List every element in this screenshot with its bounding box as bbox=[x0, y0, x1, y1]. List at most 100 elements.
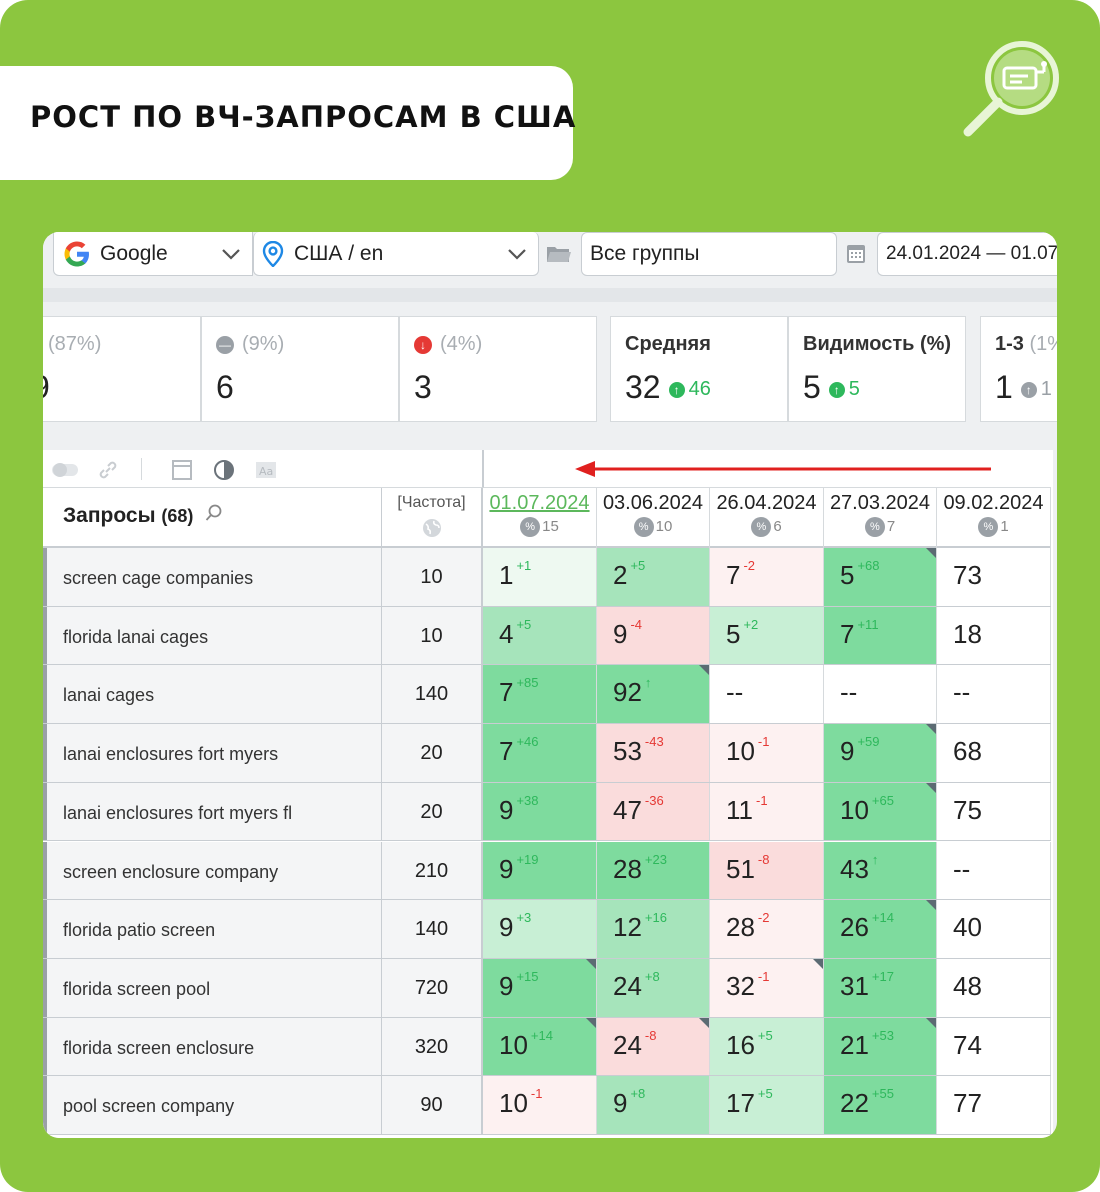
position-cell[interactable]: -- bbox=[937, 665, 1051, 724]
table-row[interactable]: florida lanai cages 10 4 +5 9 -4 5 +2 7 +11 18 bbox=[43, 606, 1051, 666]
position-cell[interactable]: 51 -8 bbox=[710, 841, 824, 900]
stat-up[interactable]: (87%) 9 bbox=[43, 316, 201, 422]
date-column-header[interactable]: 27.03.2024 % 7 bbox=[824, 488, 937, 548]
position-cell[interactable]: 75 bbox=[937, 782, 1051, 841]
query-cell[interactable]: pool screen company bbox=[43, 1076, 381, 1134]
position-cell[interactable]: 7 +46 bbox=[483, 724, 597, 782]
position-cell[interactable]: 9 +8 bbox=[597, 1076, 710, 1134]
date-column-header[interactable]: 09.02.2024 % 1 bbox=[937, 488, 1051, 548]
position-cell[interactable]: 9 +59 bbox=[824, 724, 937, 782]
position-cell[interactable]: 10 -1 bbox=[483, 1076, 597, 1134]
position-cell[interactable]: 2 +5 bbox=[597, 548, 710, 606]
position-cell[interactable]: 5 +2 bbox=[710, 606, 824, 665]
position-cell[interactable]: -- bbox=[824, 665, 937, 724]
position-cell[interactable]: 22 +55 bbox=[824, 1076, 937, 1134]
date-label[interactable]: 01.07.2024 bbox=[489, 492, 590, 514]
query-cell[interactable]: florida lanai cages bbox=[43, 606, 381, 665]
position-cell[interactable]: 28 -2 bbox=[710, 900, 824, 958]
table-row[interactable]: lanai enclosures fort myers 20 7 +46 53 -43 10… bbox=[43, 724, 1051, 783]
date-range-input[interactable]: 24.01.2024 — 01.07 bbox=[877, 232, 1057, 276]
position-cell[interactable]: 53 -43 bbox=[597, 724, 710, 782]
position-cell[interactable]: 9 +15 bbox=[483, 958, 597, 1017]
stat-visibility[interactable]: Видимость (%) 5 ↑ 5 bbox=[788, 316, 966, 422]
position-cell[interactable]: 18 bbox=[937, 606, 1051, 665]
position-change: ↑ bbox=[871, 851, 879, 867]
query-cell[interactable]: lanai cages bbox=[43, 665, 381, 724]
position-cell[interactable]: 92 ↑ bbox=[597, 665, 710, 724]
position-cell[interactable]: -- bbox=[710, 665, 824, 724]
query-cell[interactable]: florida screen pool bbox=[43, 958, 381, 1017]
query-cell[interactable]: screen cage companies bbox=[43, 548, 381, 606]
position-cell[interactable]: 5 +68 bbox=[824, 548, 937, 606]
folder-icon[interactable] bbox=[546, 244, 572, 264]
position-cell[interactable]: 26 +14 bbox=[824, 900, 937, 958]
calendar-icon[interactable] bbox=[846, 242, 866, 264]
table-row[interactable]: florida screen enclosure 320 10 +14 24 -8 16 +5… bbox=[43, 1017, 1051, 1077]
table-row[interactable]: florida screen pool 720 9 +15 24 +8 32 -1 31 +17 4… bbox=[43, 958, 1051, 1018]
engine-select[interactable]: Google bbox=[53, 232, 253, 276]
position-cell[interactable]: 9 +3 bbox=[483, 900, 597, 958]
position-cell[interactable]: 31 +17 bbox=[824, 958, 937, 1017]
region-select[interactable]: США / en bbox=[253, 232, 539, 276]
position-cell[interactable]: 12 +16 bbox=[597, 900, 710, 958]
position-cell[interactable]: 9 +38 bbox=[483, 782, 597, 841]
position-cell[interactable]: 1 +1 bbox=[483, 548, 597, 606]
search-icon[interactable] bbox=[205, 504, 223, 522]
stat-average[interactable]: Средняя 32 ↑ 46 bbox=[610, 316, 788, 422]
query-cell[interactable]: lanai enclosures fort myers fl bbox=[43, 782, 381, 841]
table-view-icon[interactable] bbox=[171, 459, 193, 481]
query-cell[interactable]: florida screen enclosure bbox=[43, 1017, 381, 1076]
position-cell[interactable]: 40 bbox=[937, 900, 1051, 958]
table-row[interactable]: lanai enclosures fort myers fl 20 9 +38 47 -3… bbox=[43, 782, 1051, 842]
table-row[interactable]: lanai cages 140 7 +85 92 ↑ -- -- -- bbox=[43, 665, 1051, 725]
stat-top3[interactable]: 1-3 (1% 1↑1 bbox=[980, 316, 1057, 422]
position-value: 9 bbox=[840, 736, 855, 767]
position-cell[interactable]: 16 +5 bbox=[710, 1017, 824, 1076]
position-cell[interactable]: 4 +5 bbox=[483, 606, 597, 665]
table-row[interactable]: screen cage companies 10 1 +1 2 +5 7 -2 5 +68 73 bbox=[43, 548, 1051, 607]
stat-down[interactable]: ↓ (4%) 3 bbox=[399, 316, 597, 422]
stat-same[interactable]: — (9%) 6 bbox=[201, 316, 399, 422]
query-header[interactable]: Запросы (68) bbox=[63, 504, 223, 528]
position-cell[interactable]: 10 +14 bbox=[483, 1017, 597, 1076]
date-column-header[interactable]: 03.06.2024 % 10 bbox=[597, 488, 710, 548]
position-cell[interactable]: 43 ↑ bbox=[824, 841, 937, 900]
position-cell[interactable]: 7 +11 bbox=[824, 606, 937, 665]
contrast-icon[interactable] bbox=[213, 459, 235, 481]
position-cell[interactable]: 73 bbox=[937, 548, 1051, 606]
position-cell[interactable]: 7 +85 bbox=[483, 665, 597, 724]
position-change: +46 bbox=[516, 734, 539, 750]
position-cell[interactable]: 9 +19 bbox=[483, 841, 597, 900]
position-cell[interactable]: 10 -1 bbox=[710, 724, 824, 782]
position-cell[interactable]: 48 bbox=[937, 958, 1051, 1017]
position-cell[interactable]: 47 -36 bbox=[597, 782, 710, 841]
position-cell[interactable]: 7 -2 bbox=[710, 548, 824, 606]
position-cell[interactable]: 10 +65 bbox=[824, 782, 937, 841]
position-cell[interactable]: 24 +8 bbox=[597, 958, 710, 1017]
query-cell[interactable]: screen enclosure company bbox=[43, 841, 381, 900]
position-cell[interactable]: 32 -1 bbox=[710, 958, 824, 1017]
groups-select[interactable]: Все группы bbox=[581, 232, 837, 276]
link-icon[interactable] bbox=[97, 459, 119, 481]
date-column-header[interactable]: 26.04.2024 % 6 bbox=[710, 488, 824, 548]
position-change: -36 bbox=[644, 792, 664, 808]
date-column-header[interactable]: 01.07.2024 % 15 bbox=[483, 488, 597, 548]
position-cell[interactable]: 24 -8 bbox=[597, 1017, 710, 1076]
query-cell[interactable]: florida patio screen bbox=[43, 900, 381, 958]
table-row[interactable]: florida patio screen 140 9 +3 12 +16 28 -2 26 +14… bbox=[43, 900, 1051, 959]
position-cell[interactable]: 21 +53 bbox=[824, 1017, 937, 1076]
position-cell[interactable]: -- bbox=[937, 841, 1051, 900]
position-cell[interactable]: 77 bbox=[937, 1076, 1051, 1134]
position-cell[interactable]: 11 -1 bbox=[710, 782, 824, 841]
font-icon[interactable]: Aa bbox=[255, 459, 277, 481]
position-cell[interactable]: 74 bbox=[937, 1017, 1051, 1076]
position-cell[interactable]: 9 -4 bbox=[597, 606, 710, 665]
frequency-header[interactable]: [Частота] bbox=[381, 488, 483, 548]
position-cell[interactable]: 17 +5 bbox=[710, 1076, 824, 1134]
position-cell[interactable]: 28 +23 bbox=[597, 841, 710, 900]
table-row[interactable]: pool screen company 90 10 -1 9 +8 17 +5 22 +55 77 bbox=[43, 1076, 1051, 1135]
query-cell[interactable]: lanai enclosures fort myers bbox=[43, 724, 381, 782]
toggle-icon[interactable] bbox=[51, 459, 79, 481]
table-row[interactable]: screen enclosure company 210 9 +19 28 +23 51 -8… bbox=[43, 841, 1051, 901]
position-cell[interactable]: 68 bbox=[937, 724, 1051, 782]
